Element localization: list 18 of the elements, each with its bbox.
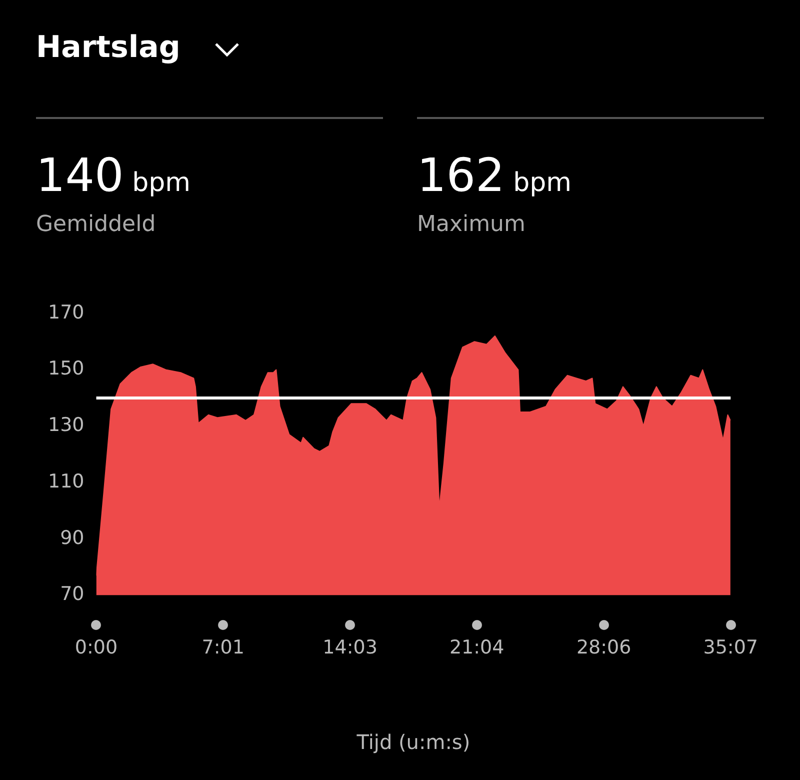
- y-tick-label: 150: [48, 358, 84, 380]
- y-tick-label: 90: [60, 526, 84, 549]
- x-tick-label: 14:03: [322, 636, 378, 659]
- y-tick-label: 70: [60, 583, 84, 606]
- x-tick-label: 0:00: [74, 636, 118, 659]
- y-tick-label: 130: [48, 414, 84, 436]
- text: Maximum: [417, 212, 526, 237]
- x-tick-label: 7:01: [202, 636, 244, 659]
- x-tick-label: 21:04: [449, 636, 504, 659]
- y-tick-label: 110: [48, 470, 84, 492]
- x-axis-title: Tijd (u:m:s): [356, 730, 470, 754]
- x-tick-label: 35:07: [703, 636, 758, 659]
- x-tick-label: 28:06: [576, 636, 632, 659]
- y-tick-label: 170: [48, 301, 84, 324]
- text: 140 bpm: [36, 148, 190, 202]
- text: Gemiddeld: [36, 212, 156, 237]
- text: 162 bpm: [417, 148, 572, 202]
- chart-title: Hartslag: [36, 30, 180, 65]
